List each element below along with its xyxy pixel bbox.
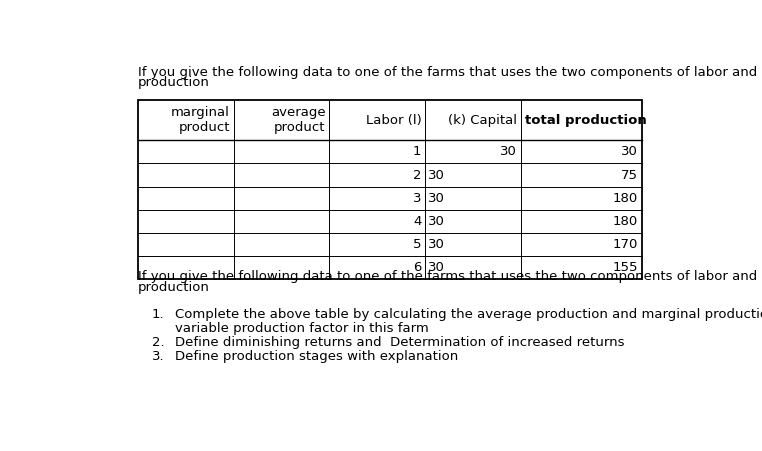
Text: production: production	[138, 77, 210, 89]
Text: total production: total production	[525, 114, 647, 127]
Text: Define diminishing returns and  Determination of increased returns: Define diminishing returns and Determina…	[175, 336, 625, 349]
Text: 5: 5	[413, 238, 421, 251]
Text: (k) Capital: (k) Capital	[448, 114, 517, 127]
Text: 30: 30	[428, 215, 445, 228]
Text: 170: 170	[613, 238, 638, 251]
Text: If you give the following data to one of the farms that uses the two components : If you give the following data to one of…	[138, 270, 762, 283]
Text: If you give the following data to one of the farms that uses the two components : If you give the following data to one of…	[138, 66, 762, 78]
Text: 6: 6	[413, 261, 421, 274]
Text: 2: 2	[413, 169, 421, 181]
Text: variable production factor in this farm: variable production factor in this farm	[175, 322, 429, 335]
Text: 30: 30	[501, 145, 517, 158]
Text: 2.: 2.	[152, 336, 165, 349]
Text: 180: 180	[613, 215, 638, 228]
Text: Labor (l): Labor (l)	[366, 114, 421, 127]
Text: Complete the above table by calculating the average production and marginal prod: Complete the above table by calculating …	[175, 308, 762, 321]
Text: 30: 30	[428, 261, 445, 274]
Text: 30: 30	[428, 192, 445, 205]
Text: 180: 180	[613, 192, 638, 205]
Text: 1: 1	[413, 145, 421, 158]
Text: 30: 30	[428, 169, 445, 181]
Text: average
product: average product	[271, 106, 325, 134]
Text: 3: 3	[413, 192, 421, 205]
Text: 155: 155	[612, 261, 638, 274]
Text: production: production	[138, 281, 210, 294]
Text: 1.: 1.	[152, 308, 165, 321]
Text: 75: 75	[621, 169, 638, 181]
Text: 4: 4	[413, 215, 421, 228]
Text: marginal
product: marginal product	[171, 106, 230, 134]
Text: 30: 30	[428, 238, 445, 251]
Text: 3.: 3.	[152, 350, 165, 363]
Text: Define production stages with explanation: Define production stages with explanatio…	[175, 350, 458, 363]
Text: 30: 30	[621, 145, 638, 158]
